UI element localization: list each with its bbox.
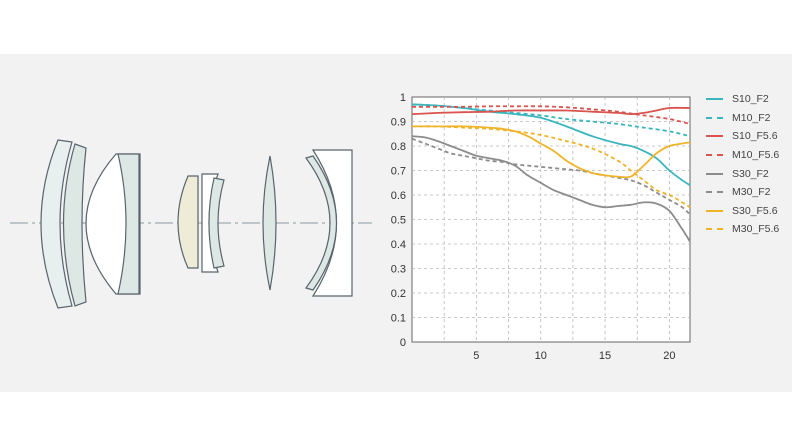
legend-label: S30_F5.6 (732, 204, 778, 217)
series-line-m10-f5-6 (411, 105, 691, 125)
lens-element-7 (208, 177, 225, 269)
y-tick-label: 0.8 (391, 141, 406, 153)
y-tick-label: 0.1 (391, 313, 406, 325)
legend-label: S10_F2 (732, 93, 769, 106)
series-line-s30-f2 (411, 135, 691, 243)
y-tick-label: 0.6 (391, 190, 406, 202)
legend-label: S30_F2 (732, 167, 769, 180)
series-line-s30-f5-6 (412, 125, 691, 179)
chart-legend: S10_F2 M10_F2 S10_F5.6 M10_F5.6 S30_F2 M30_F2… (706, 90, 792, 239)
mtf-chart: 1 0.9 0.8 0.7 0.6 0.5 0.4 0.3 0.2 0.1 0 5 10 15 20 (391, 92, 691, 362)
legend-item: M10_F5.6 (706, 146, 792, 165)
y-tick-label: 0.3 (391, 264, 406, 276)
legend-swatch (706, 191, 723, 194)
legend-item: S10_F5.6 (706, 127, 792, 146)
y-tick-label: 1 (400, 92, 406, 104)
y-tick-label: 0 (400, 337, 406, 349)
legend-swatch (706, 154, 723, 157)
x-tick-label: 10 (535, 350, 547, 362)
legend-swatch (706, 172, 723, 175)
legend-item: S30_F5.6 (706, 202, 792, 221)
lens-element-8 (262, 155, 277, 291)
y-tick-label: 0.5 (391, 215, 406, 227)
y-axis-ticks: 1 0.9 0.8 0.7 0.6 0.5 0.4 0.3 0.2 0.1 0 (391, 92, 406, 349)
legend-item: M30_F5.6 (706, 220, 792, 239)
legend-swatch (706, 116, 723, 119)
series-line-s10-f5-6 (411, 106, 691, 116)
lens-element-1 (40, 139, 73, 309)
chart-grid (411, 96, 691, 343)
legend-item: S30_F2 (706, 164, 792, 183)
legend-item: M10_F2 (706, 109, 792, 128)
legend-item: S10_F2 (706, 90, 792, 109)
chart-series (411, 103, 691, 243)
legend-label: M10_F2 (732, 111, 771, 124)
y-tick-label: 0.9 (391, 117, 406, 129)
series-line-m30-f2 (411, 137, 691, 216)
legend-swatch (706, 209, 723, 212)
x-axis-ticks: 5 10 15 20 (473, 350, 675, 362)
x-tick-label: 5 (473, 350, 479, 362)
x-tick-label: 15 (599, 350, 611, 362)
x-tick-label: 20 (663, 350, 675, 362)
series-line-m10-f2 (411, 103, 691, 138)
legend-item: M30_F2 (706, 183, 792, 202)
legend-label: M30_F5.6 (732, 223, 780, 236)
legend-swatch (706, 135, 723, 138)
legend-swatch (706, 228, 723, 231)
lens-element-5 (177, 175, 199, 269)
y-tick-label: 0.2 (391, 288, 406, 300)
series-line-m30-f5-6 (411, 125, 691, 209)
legend-swatch (706, 98, 723, 101)
lens-element-2 (62, 143, 87, 307)
lens-diagram (10, 139, 372, 309)
lens-element-4 (117, 153, 140, 295)
legend-label: M30_F2 (732, 186, 771, 199)
y-tick-label: 0.7 (391, 166, 406, 178)
legend-label: M10_F5.6 (732, 149, 780, 162)
legend-label: S10_F5.6 (732, 130, 778, 143)
y-tick-label: 0.4 (391, 239, 406, 251)
lens-element-10 (305, 155, 337, 291)
